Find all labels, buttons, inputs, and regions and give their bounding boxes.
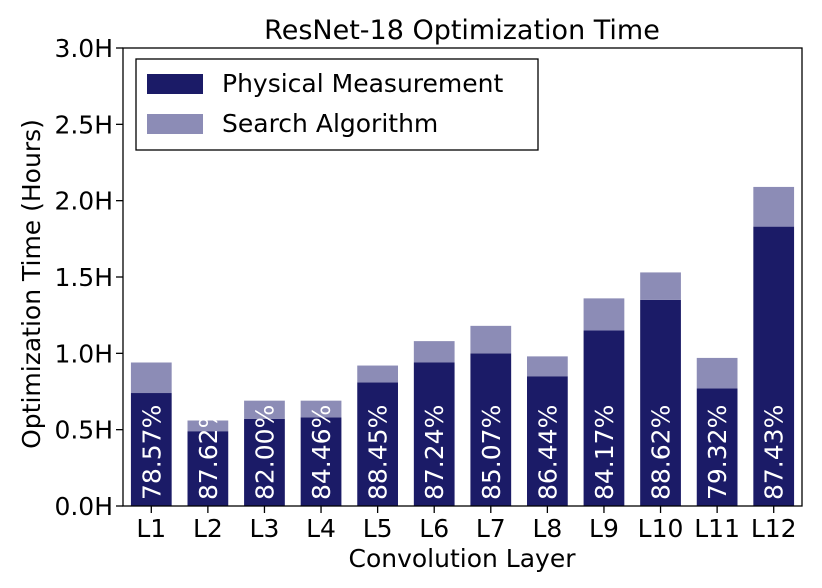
chart-title: ResNet-18 Optimization Time — [264, 15, 660, 46]
bar-physical-l1 — [130, 393, 172, 506]
legend-swatch-search — [147, 114, 203, 134]
legend-label-physical: Physical Measurement — [222, 69, 503, 98]
x-tick-label-l12: L12 — [751, 514, 797, 543]
bar-search-l9 — [583, 298, 625, 331]
y-tick-label: 1.0H — [54, 339, 113, 368]
bar-physical-l5 — [357, 382, 398, 506]
bar-search-l4 — [300, 400, 342, 418]
bar-search-l2 — [187, 420, 229, 432]
x-tick-label-l5: L5 — [363, 514, 393, 543]
legend: Physical Measurement Search Algorithm — [135, 58, 539, 151]
y-tick-label: 0.5H — [54, 416, 113, 445]
bar-label-l11: 79.32% — [703, 405, 732, 500]
bar-label-l1: 78.57% — [137, 405, 166, 500]
x-tick-label-l7: L7 — [476, 514, 506, 543]
x-axis-label: Convolution Layer — [348, 544, 576, 573]
bar-search-l11 — [696, 357, 738, 389]
bar-label-l3: 82.00% — [250, 405, 279, 500]
bar-label-l10: 88.62% — [647, 405, 676, 500]
y-tick-label: 2.5H — [54, 110, 113, 139]
legend-swatch-physical — [147, 74, 203, 94]
bar-physical-l10 — [640, 299, 681, 506]
y-tick-label: 1.5H — [54, 263, 113, 292]
x-tick-label-l2: L2 — [193, 514, 223, 543]
bar-label-l9: 84.17% — [590, 405, 619, 500]
bar-search-l6 — [413, 341, 455, 363]
bar-physical-l12 — [753, 226, 795, 506]
bar-search-l12 — [753, 186, 795, 227]
bar-physical-l6 — [413, 362, 455, 506]
bar-label-l2: 87.62% — [194, 405, 223, 500]
bar-label-l12: 87.43% — [760, 405, 789, 500]
y-axis-label: Optimization Time (Hours) — [17, 119, 46, 449]
bar-physical-l11 — [696, 388, 738, 506]
y-tick-label: 2.0H — [54, 187, 113, 216]
bar-search-l1 — [130, 362, 172, 394]
bar-physical-l9 — [583, 330, 625, 506]
bar-label-l7: 85.07% — [477, 405, 506, 500]
bar-physical-l8 — [527, 376, 568, 506]
bar-physical-l7 — [470, 353, 512, 506]
bar-search-l8 — [527, 356, 568, 377]
x-tick-label-l8: L8 — [532, 514, 562, 543]
x-tick-label-l10: L10 — [638, 514, 684, 543]
bar-physical-l2 — [187, 431, 229, 506]
bar-label-l6: 87.24% — [420, 405, 449, 500]
x-tick-label-l9: L9 — [589, 514, 619, 543]
bar-search-l10 — [640, 272, 681, 300]
bar-physical-l4 — [300, 417, 342, 506]
bar-label-l5: 88.45% — [364, 405, 393, 500]
bar-search-l3 — [244, 400, 285, 419]
bar-label-l8: 86.44% — [533, 405, 562, 500]
bar-physical-l3 — [244, 418, 285, 506]
plot-area: 78.57% 87.62% 82.00% 84.46% 88.45% 87.24% 85.0… — [54, 34, 803, 543]
x-tick-label-l11: L11 — [694, 514, 740, 543]
legend-label-search: Search Algorithm — [222, 109, 438, 138]
x-tick-label-l3: L3 — [250, 514, 280, 543]
y-tick-label: 0.0H — [54, 492, 113, 521]
x-tick-label-l6: L6 — [419, 514, 449, 543]
y-tick-label: 3.0H — [54, 34, 113, 63]
x-tick-label-l1: L1 — [136, 514, 166, 543]
bar-search-l7 — [470, 325, 512, 354]
bar-search-l5 — [357, 365, 398, 383]
x-tick-label-l4: L4 — [306, 514, 336, 543]
bar-label-l4: 84.46% — [307, 405, 336, 500]
